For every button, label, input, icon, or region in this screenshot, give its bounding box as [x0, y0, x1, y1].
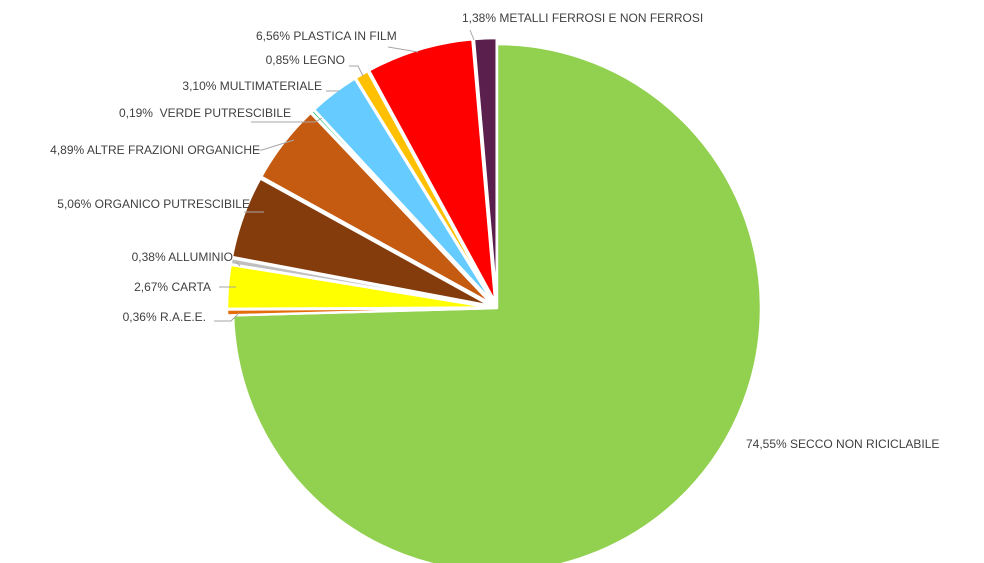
leader-line: [349, 65, 364, 77]
data-label: 3,10% MULTIMATERIALE: [182, 79, 322, 93]
leader-line: [469, 29, 475, 41]
data-label: 1,38% METALLI FERROSI E NON FERROSI: [462, 11, 703, 25]
data-label: 0,19% VERDE PUTRESCIBILE: [119, 106, 291, 120]
data-label: 6,56% PLASTICA IN FILM: [256, 29, 397, 43]
leader-line: [251, 117, 323, 123]
pie-slice-legno: [354, 69, 496, 305]
data-label: 2,67% CARTA: [134, 280, 211, 294]
data-label: 5,06% ORGANICO PUTRESCIBILE: [57, 197, 250, 211]
data-label: 0,36% R.A.E.E.: [123, 310, 206, 324]
leader-lines: [214, 29, 475, 322]
leader-line: [214, 312, 240, 322]
data-label: 0,85% LEGNO: [266, 53, 345, 67]
data-label: 0,38% ALLUMINIO: [132, 250, 233, 264]
pie-slice-organico-putrescibile: [230, 177, 493, 308]
pie-slices: [225, 36, 763, 563]
pie-slice-secco-non-riciclabile: [231, 42, 763, 563]
data-label: 4,89% ALTRE FRAZIONI ORGANICHE: [50, 143, 260, 157]
leader-line: [235, 261, 241, 267]
data-labels: 74,55% SECCO NON RICICLABILE 0,36% R.A.E.…: [50, 11, 939, 451]
data-label: 74,55% SECCO NON RICICLABILE: [746, 437, 939, 451]
pie-slice-plastica-in-film: [367, 37, 497, 304]
leader-line: [254, 139, 295, 151]
leader-line: [387, 46, 419, 53]
